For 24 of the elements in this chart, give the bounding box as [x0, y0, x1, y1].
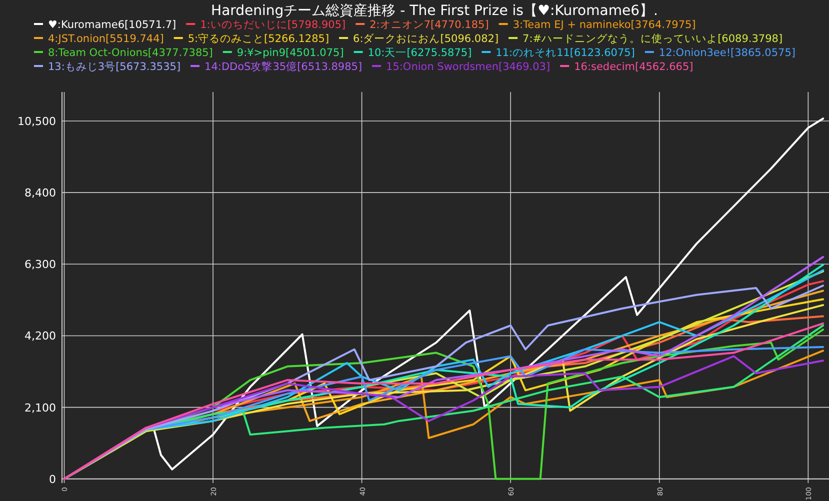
legend-label: 12:Onion3ee![3865.0575] — [658, 47, 796, 59]
y-tick-label: 0 — [49, 472, 56, 486]
chart-title: Hardeningチーム総資産推移 - The First Prize is【♥:Kuromame6】. — [211, 3, 658, 19]
y-tick-label: 10,500 — [18, 114, 56, 128]
legend-label: 8:Team Oct-Onions[4377.7385] — [48, 47, 213, 59]
legend-label: 15:Onion Swordsmen[3469.03] — [386, 61, 550, 73]
legend-label: 3:Team EJ + namineko[3764.7975] — [512, 19, 696, 31]
legend-label: 10:天一[6275.5875] — [368, 47, 472, 59]
y-tick-label: 2,100 — [24, 401, 56, 414]
y-tick-label: 6,300 — [24, 258, 56, 272]
legend-label: 16:sedecim[4562.665] — [574, 61, 694, 73]
legend-label: 2:オニオン7[4770.185] — [370, 19, 489, 31]
legend-label: 4:JST.onion[5519.744] — [48, 33, 164, 45]
legend-label: 1:いのちだいじに[5798.905] — [200, 19, 346, 31]
legend-label: ♥:Kuromame6[10571.7] — [48, 19, 176, 31]
legend-label: 11:のれそれ11[6123.6075] — [496, 47, 635, 59]
legend-label: 9:¥>pin9[4501.075] — [236, 47, 344, 59]
legend-label: 7:#ハードニングなう。に使っていいよ[6089.3798] — [522, 33, 783, 45]
legend-label: 13:もみじ3号[5673.3535] — [48, 61, 181, 73]
y-tick-label: 8,400 — [24, 186, 56, 200]
legend-label: 6:ダークおにおん[5096.082] — [353, 33, 499, 45]
y-tick-label: 4,200 — [24, 330, 56, 343]
legend-label: 5:守るのみこと[5266.1285] — [188, 32, 330, 45]
legend-label: 14:DDoS攻撃35億[6513.8985] — [204, 60, 362, 73]
